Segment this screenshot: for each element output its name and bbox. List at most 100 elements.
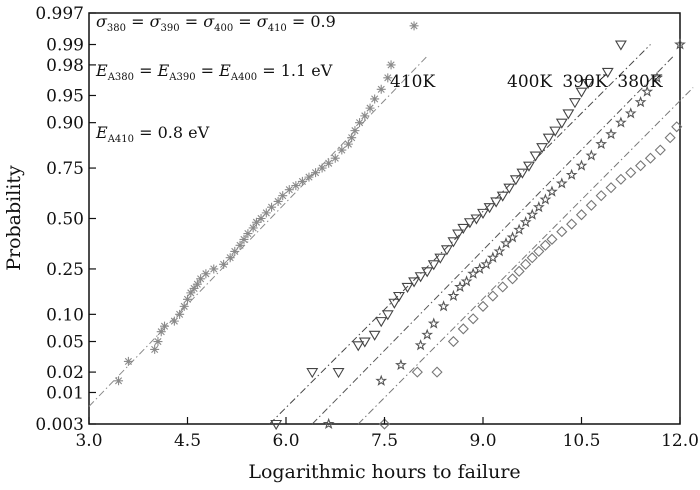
data-point: [347, 133, 357, 143]
x-tick-label: 6.0: [272, 431, 299, 451]
data-point: [490, 197, 503, 208]
data-point: [209, 264, 219, 274]
data-point: [350, 126, 360, 136]
data-point: [539, 193, 552, 205]
data-point: [278, 191, 288, 201]
data-point: [284, 185, 294, 195]
data-point: [516, 168, 529, 179]
data-point: [201, 269, 211, 279]
series-label-390k: 390K: [562, 72, 607, 92]
data-point: [370, 94, 380, 104]
data-point: [562, 109, 575, 120]
data-point: [183, 294, 192, 304]
data-point: [243, 229, 253, 239]
data-point: [497, 281, 509, 293]
data-point: [401, 282, 414, 294]
data-point: [624, 107, 637, 119]
data-point: [509, 175, 522, 186]
data-point: [375, 374, 388, 386]
data-point: [503, 183, 516, 194]
x-tick-label: 9.0: [469, 431, 496, 451]
data-point: [555, 177, 568, 189]
data-point: [414, 339, 427, 351]
data-point: [306, 368, 319, 379]
data-point: [674, 38, 686, 50]
data-point: [549, 126, 562, 137]
data-point: [368, 330, 381, 341]
data-point: [409, 21, 419, 31]
data-point: [487, 290, 499, 302]
data-point: [297, 176, 307, 186]
data-point: [375, 317, 388, 328]
data-point: [493, 245, 506, 257]
data-point: [546, 185, 558, 197]
fit-line: [88, 55, 428, 407]
data-point: [421, 267, 434, 278]
fit-line: [311, 55, 674, 425]
data-point: [392, 291, 405, 303]
data-point: [376, 84, 386, 94]
data-point: [614, 116, 627, 128]
data-point: [230, 246, 240, 256]
series-label-380k: 380K: [617, 72, 662, 92]
data-point: [536, 143, 549, 154]
y-tick-label: 0.75: [46, 159, 84, 179]
data-point: [150, 344, 160, 354]
data-point: [467, 267, 480, 279]
series-label-400k: 400K: [507, 72, 552, 92]
y-tick-label: 0.98: [46, 56, 84, 76]
x-tick-label: 7.5: [371, 431, 398, 451]
x-tick-label: 10.5: [563, 431, 601, 451]
data-point: [381, 310, 394, 321]
data-point: [575, 209, 588, 221]
data-point: [565, 168, 578, 180]
data-point: [251, 217, 261, 227]
data-point: [447, 237, 460, 248]
data-point: [225, 253, 235, 263]
fit-lines: [88, 44, 694, 425]
y-tick-label: 0.05: [46, 333, 84, 353]
data-point: [360, 111, 370, 121]
data-point: [261, 208, 271, 218]
data-point: [513, 223, 526, 235]
activation-energy-410-annotation: EA410 = 0.8 eV: [95, 123, 210, 145]
data-point: [248, 223, 258, 233]
data-point: [169, 316, 179, 326]
data-point: [365, 103, 375, 113]
data-point: [291, 181, 301, 191]
data-point: [123, 356, 133, 366]
data-point: [270, 419, 283, 431]
data-point: [529, 151, 542, 162]
data-point: [483, 203, 496, 214]
data-point: [421, 328, 434, 340]
data-point: [614, 40, 627, 51]
data-point: [568, 98, 581, 109]
data-point: [582, 78, 595, 90]
data-point: [533, 245, 545, 257]
data-point: [437, 300, 450, 312]
data-point: [447, 289, 460, 302]
data-markers: [114, 21, 686, 431]
data-point: [256, 214, 266, 223]
data-point: [585, 199, 597, 211]
data-point: [480, 258, 493, 270]
data-point: [526, 208, 539, 220]
data-point: [395, 358, 407, 371]
data-point: [625, 167, 637, 179]
data-point: [411, 366, 423, 378]
data-point: [273, 196, 283, 206]
data-point: [664, 132, 676, 144]
data-point: [427, 317, 440, 329]
data-point: [542, 133, 555, 144]
data-point: [378, 418, 391, 430]
data-point: [431, 366, 443, 378]
data-point: [477, 208, 489, 219]
data-point: [519, 216, 532, 228]
x-tick-label: 4.5: [174, 431, 201, 451]
data-point: [506, 273, 519, 285]
y-tick-label: 0.997: [35, 4, 84, 24]
data-point: [651, 71, 663, 83]
series-label-410k: 410K: [390, 72, 435, 92]
data-point: [615, 173, 627, 185]
data-point: [671, 121, 683, 133]
